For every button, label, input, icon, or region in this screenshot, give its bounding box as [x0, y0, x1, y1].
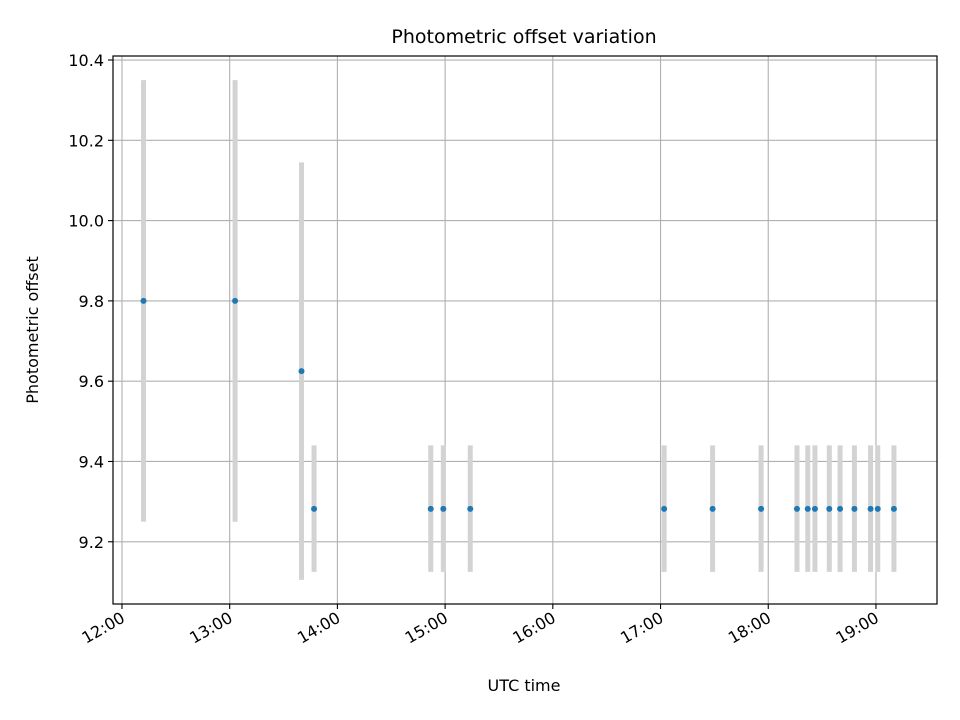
- data-point: [826, 505, 833, 512]
- y-tick-label: 9.4: [79, 452, 104, 471]
- data-point: [232, 297, 239, 304]
- plot-frame: [112, 55, 938, 605]
- data-point: [758, 505, 765, 512]
- data-point: [311, 505, 318, 512]
- chart-title: Photometric offset variation: [391, 26, 656, 48]
- data-point: [661, 505, 668, 512]
- data-point: [851, 505, 858, 512]
- data-point: [467, 505, 474, 512]
- data-point: [709, 505, 716, 512]
- y-tick-label: 10.4: [68, 51, 104, 70]
- y-axis-label: Photometric offset: [23, 256, 42, 404]
- data-points: [140, 297, 897, 512]
- y-axis: 9.2 9.4 9.6 9.8 10.0 10.2 10.4: [68, 51, 113, 552]
- data-point: [804, 505, 811, 512]
- data-point: [440, 505, 447, 512]
- data-point: [837, 505, 844, 512]
- x-axis-label: UTC time: [488, 676, 561, 695]
- data-point: [793, 505, 800, 512]
- data-point: [874, 505, 881, 512]
- y-tick-label: 10.0: [68, 212, 104, 231]
- data-point: [140, 297, 147, 304]
- data-point: [298, 368, 305, 375]
- data-point: [867, 505, 874, 512]
- data-point: [427, 505, 434, 512]
- y-tick-label: 9.2: [79, 533, 104, 552]
- data-point: [890, 505, 897, 512]
- y-tick-label: 9.8: [79, 292, 104, 311]
- y-tick-label: 9.6: [79, 372, 104, 391]
- data-point: [811, 505, 818, 512]
- y-tick-label: 10.2: [68, 131, 104, 150]
